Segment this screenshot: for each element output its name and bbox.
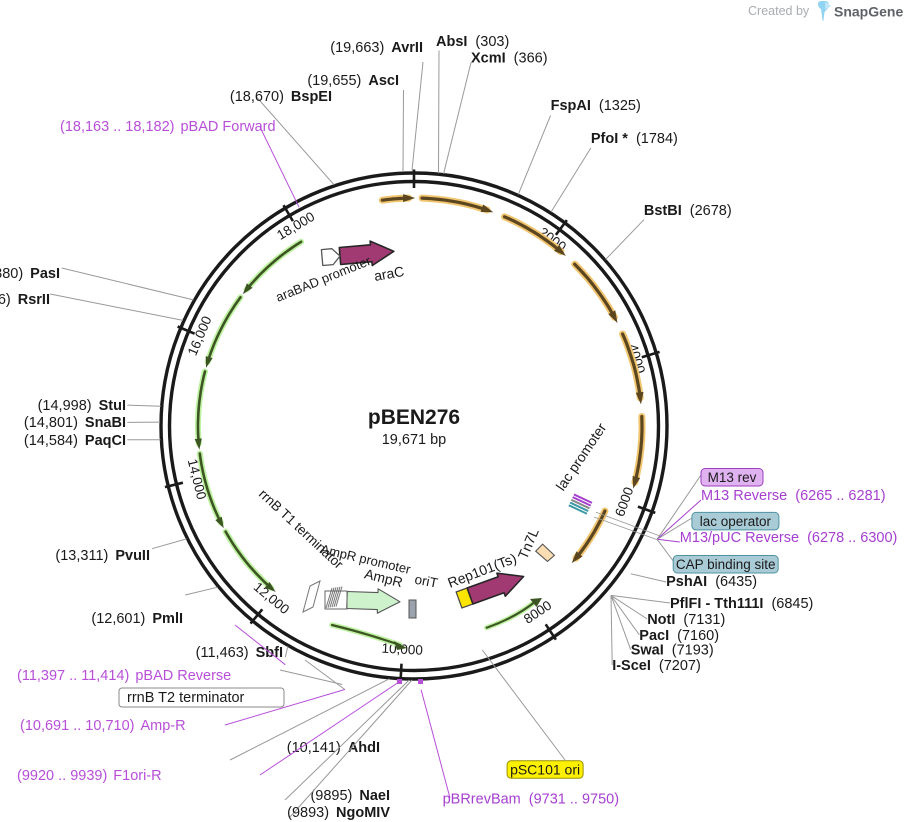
svg-text:SnapGene: SnapGene xyxy=(834,4,903,20)
svg-text:(18,670)BspEI: (18,670) BspEI xyxy=(230,89,332,105)
svg-text:19,671 bp: 19,671 bp xyxy=(382,432,447,448)
svg-text:(19,663)AvrII: (19,663) AvrII xyxy=(330,40,423,56)
svg-text:(9920 .. 9939)F1ori-R: (9920 .. 9939) F1ori-R xyxy=(17,768,162,784)
svg-text:M13 rev: M13 rev xyxy=(708,470,757,485)
svg-text:CAP binding site: CAP binding site xyxy=(676,557,776,572)
svg-text:(10,691 .. 10,710)Amp-R: (10,691 .. 10,710) Amp-R xyxy=(20,718,186,734)
svg-text:(14,998)StuI: (14,998) StuI xyxy=(38,398,126,414)
svg-text:(18,163 .. 18,182)pBAD Forward: (18,163 .. 18,182) pBAD Forward xyxy=(60,119,276,135)
svg-text:rrnB T2 terminator: rrnB T2 terminator xyxy=(127,690,245,706)
svg-text:lac operator: lac operator xyxy=(700,514,772,529)
svg-text:pBEN276: pBEN276 xyxy=(368,406,460,429)
svg-text:(16,096)RsrII: (16,096)RsrII xyxy=(0,292,50,308)
svg-text:PacI(7160): PacI (7160) xyxy=(639,628,719,644)
svg-text:M13/pUC Reverse(6278 .. 6300): M13/pUC Reverse (6278 .. 6300) xyxy=(680,530,898,546)
svg-text:(14,584)PaqCI: (14,584) PaqCI xyxy=(24,433,126,449)
svg-text:(19,655)AscI: (19,655) AscI xyxy=(307,73,399,89)
svg-text:pBRrevBam(9731 .. 9750): pBRrevBam (9731 .. 9750) xyxy=(443,792,619,808)
svg-text:(9893)NgoMIV: (9893) NgoMIV xyxy=(287,805,390,821)
svg-text:(13,311)PvuII: (13,311) PvuII xyxy=(55,548,150,564)
svg-text:(11,397 .. 11,414)pBAD Reverse: (11,397 .. 11,414) pBAD Reverse xyxy=(17,668,231,684)
svg-text:SwaI(7193): SwaI (7193) xyxy=(631,643,714,659)
svg-text:Created by: Created by xyxy=(748,4,810,18)
svg-text:NotI(7131): NotI (7131) xyxy=(647,612,725,628)
svg-text:PflFI - Tth111I(6845): PflFI - Tth111I (6845) xyxy=(670,596,813,612)
svg-text:(16,380)PasI: (16,380)PasI xyxy=(0,266,60,282)
svg-text:(14,801)SnaBI: (14,801) SnaBI xyxy=(24,415,126,431)
svg-text:pSC101 ori: pSC101 ori xyxy=(510,762,580,778)
svg-text:(9895)NaeI: (9895) NaeI xyxy=(310,788,390,804)
svg-text:(12,601)PmlI: (12,601) PmlI xyxy=(91,611,183,627)
